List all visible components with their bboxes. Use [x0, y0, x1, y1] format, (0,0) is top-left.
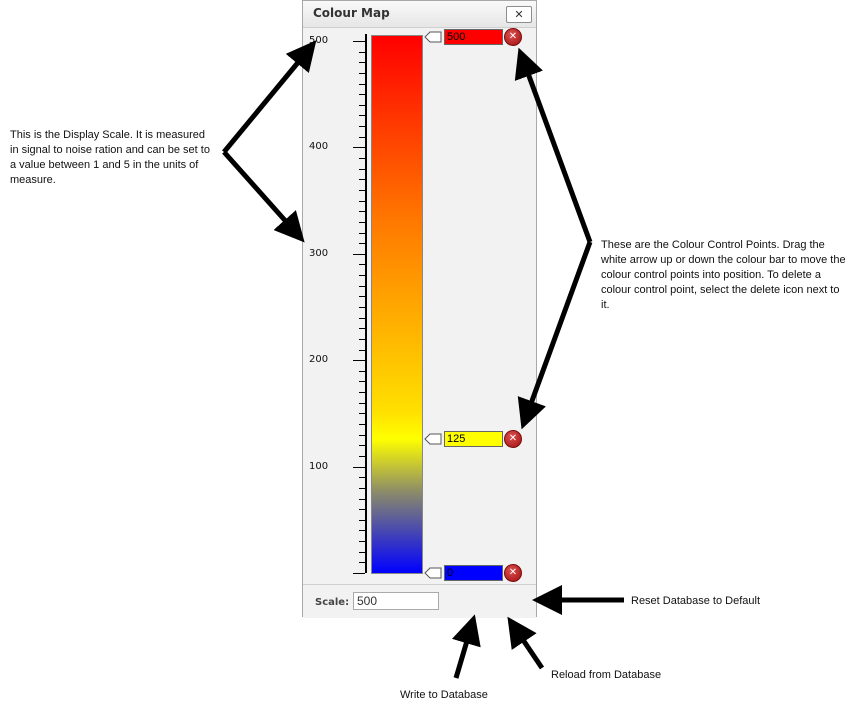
- minor-tick: [359, 233, 365, 234]
- scale-input[interactable]: [353, 592, 439, 610]
- minor-tick: [359, 520, 365, 521]
- minor-tick: [359, 73, 365, 74]
- dialog-titlebar[interactable]: Colour Map ✕: [303, 1, 536, 28]
- reset-note: Reset Database to Default: [631, 595, 761, 607]
- minor-tick: [359, 339, 365, 340]
- minor-tick: [359, 94, 365, 95]
- write-note: Write to Database: [400, 689, 488, 701]
- minor-tick: [359, 488, 365, 489]
- control-point-value-field[interactable]: 125: [444, 431, 503, 447]
- minor-tick: [359, 562, 365, 563]
- minor-tick: [359, 403, 365, 404]
- arrow-to-control-point-mid: [517, 241, 593, 430]
- minor-tick: [359, 52, 365, 53]
- major-tick: [353, 41, 365, 42]
- minor-tick: [359, 371, 365, 372]
- delete-icon[interactable]: ✕: [504, 564, 522, 582]
- minor-tick: [359, 552, 365, 553]
- drag-arrow-icon[interactable]: [424, 31, 442, 43]
- minor-tick: [359, 179, 365, 180]
- display-scale-note: This is the Display Scale. It is measure…: [10, 129, 210, 186]
- minor-tick: [359, 84, 365, 85]
- minor-tick: [359, 243, 365, 244]
- reload-note: Reload from Database: [551, 669, 662, 681]
- tick-label: 100: [309, 461, 329, 472]
- minor-tick: [359, 328, 365, 329]
- minor-tick: [359, 211, 365, 212]
- minor-tick: [359, 296, 365, 297]
- control-points-note: These are the Colour Control Points. Dra…: [601, 239, 846, 311]
- display-scale-axis: [365, 34, 367, 573]
- scale-label: Scale:: [315, 597, 350, 608]
- arrow-to-reload: [507, 616, 545, 670]
- tick-label: 400: [309, 141, 329, 152]
- major-tick: [353, 467, 365, 468]
- minor-tick: [359, 158, 365, 159]
- close-button[interactable]: ✕: [506, 6, 532, 23]
- minor-tick: [359, 456, 365, 457]
- dialog-title: Colour Map: [313, 6, 390, 20]
- minor-tick: [359, 413, 365, 414]
- minor-tick: [359, 286, 365, 287]
- minor-tick: [359, 222, 365, 223]
- drag-arrow-icon[interactable]: [424, 567, 442, 579]
- dialog-footer: Scale:: [303, 584, 536, 618]
- minor-tick: [359, 509, 365, 510]
- minor-tick: [359, 435, 365, 436]
- major-tick: [353, 254, 365, 255]
- minor-tick: [359, 264, 365, 265]
- minor-tick: [359, 115, 365, 116]
- minor-tick: [359, 105, 365, 106]
- major-tick: [353, 360, 365, 361]
- arrow-to-control-point-top: [514, 47, 593, 243]
- control-point-value-field[interactable]: 500: [444, 29, 503, 45]
- major-tick: [353, 147, 365, 148]
- minor-tick: [359, 137, 365, 138]
- control-point-value-field[interactable]: 0: [444, 565, 503, 581]
- delete-icon[interactable]: ✕: [504, 430, 522, 448]
- major-tick: [353, 573, 365, 574]
- minor-tick: [359, 541, 365, 542]
- colour-map-dialog: Colour Map ✕ 500 400 300 200 100 500 ✕ 125 ✕…: [302, 0, 537, 618]
- minor-tick: [359, 424, 365, 425]
- minor-tick: [359, 318, 365, 319]
- tick-label: 300: [309, 248, 329, 259]
- minor-tick: [359, 350, 365, 351]
- minor-tick: [359, 499, 365, 500]
- minor-tick: [359, 126, 365, 127]
- minor-tick: [359, 62, 365, 63]
- minor-tick: [359, 392, 365, 393]
- minor-tick: [359, 169, 365, 170]
- minor-tick: [359, 530, 365, 531]
- minor-tick: [359, 445, 365, 446]
- minor-tick: [359, 477, 365, 478]
- minor-tick: [359, 201, 365, 202]
- minor-tick: [359, 190, 365, 191]
- minor-tick: [359, 381, 365, 382]
- tick-label: 500: [309, 35, 329, 46]
- arrow-to-write: [451, 614, 481, 679]
- delete-icon[interactable]: ✕: [504, 28, 522, 46]
- minor-tick: [359, 307, 365, 308]
- tick-label: 200: [309, 354, 329, 365]
- colour-bar[interactable]: [371, 35, 423, 574]
- arrow-to-scale-mid: [222, 150, 305, 243]
- minor-tick: [359, 275, 365, 276]
- drag-arrow-icon[interactable]: [424, 433, 442, 445]
- arrow-to-scale-top: [222, 40, 317, 154]
